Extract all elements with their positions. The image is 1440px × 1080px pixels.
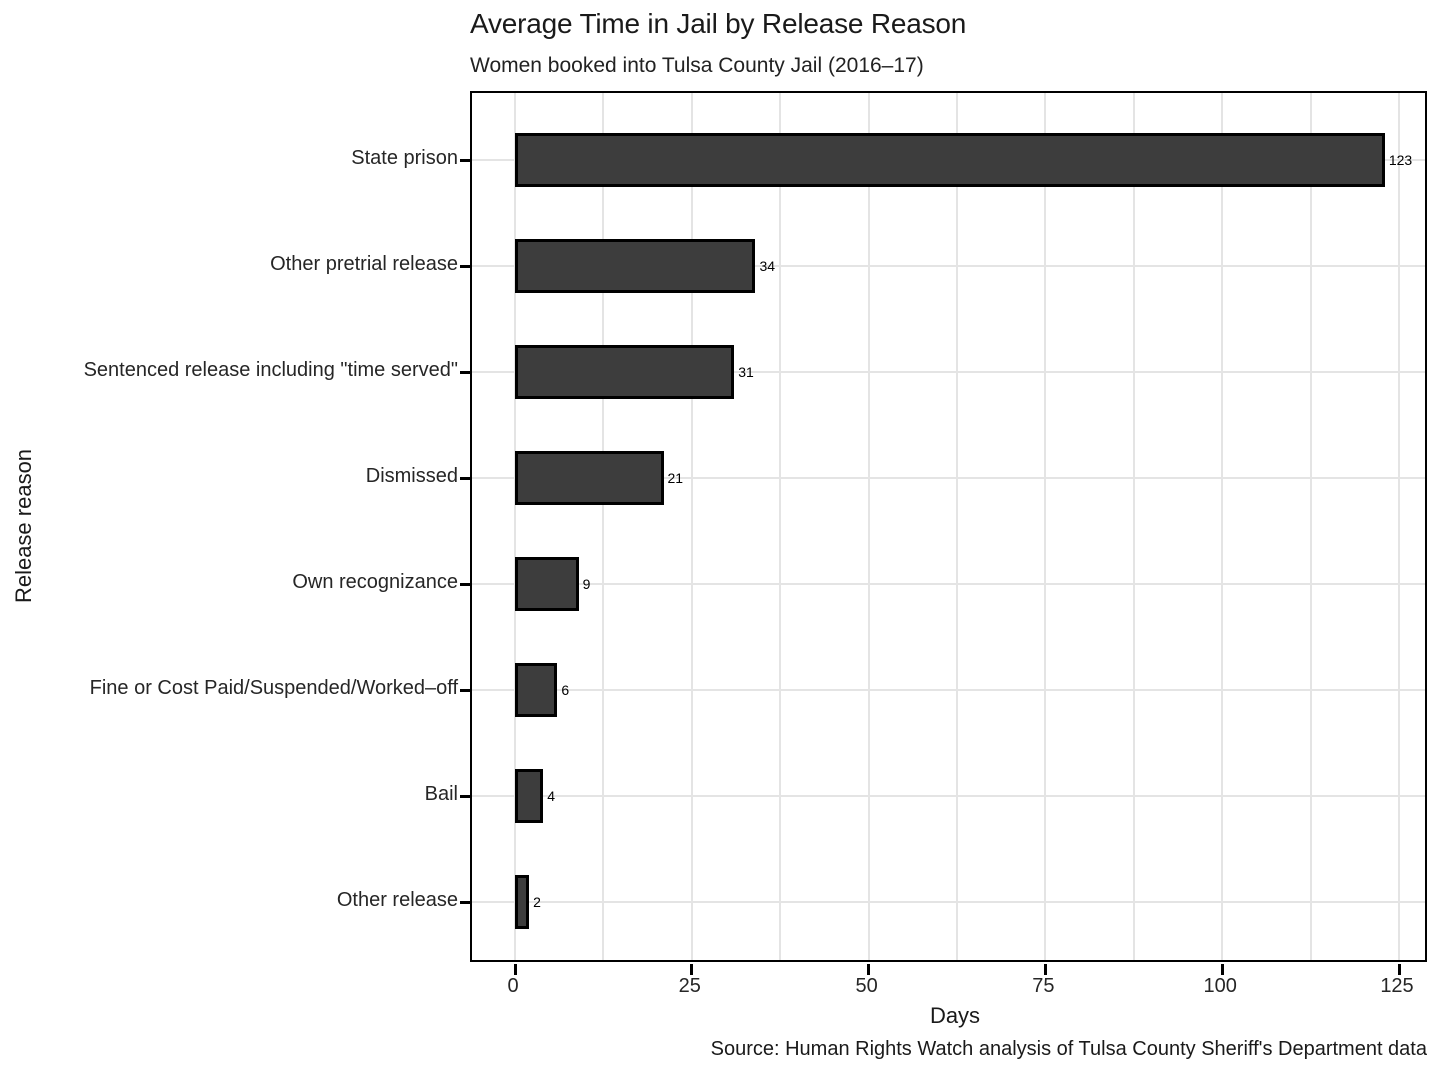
x-axis-tick: [690, 964, 694, 975]
bar-value-label: 2: [533, 894, 541, 910]
plot-panel: 123 34 31 21 9 6 4 2: [460, 91, 1427, 975]
x-axis-tick: [1043, 964, 1047, 975]
x-tick-label: 0: [507, 975, 519, 997]
bar-value-label: 123: [1388, 152, 1413, 168]
y-category-label: State prison: [351, 147, 458, 169]
y-axis-title: Release reason: [11, 448, 36, 604]
chart-title: Average Time in Jail by Release Reason: [470, 8, 967, 39]
vertical-gridline: [1132, 93, 1135, 960]
x-axis-tick: [1220, 964, 1224, 975]
bar: [515, 769, 544, 823]
vertical-gridline: [602, 93, 605, 960]
bar: [515, 133, 1385, 187]
bar-value-label: 4: [547, 788, 556, 804]
vertical-gridline: [867, 93, 870, 960]
x-tick-label: 50: [855, 975, 878, 997]
bar-value-label: 34: [759, 258, 776, 274]
y-axis-tick: [460, 370, 472, 374]
vertical-gridline: [1398, 93, 1400, 960]
bar: [515, 557, 579, 611]
horizontal-gridline: [472, 689, 1425, 691]
y-category-label: Sentenced release including "time served…: [83, 359, 458, 381]
x-axis-tick: [1397, 964, 1401, 975]
horizontal-gridline: [472, 583, 1425, 585]
x-axis-tick: [867, 964, 871, 975]
y-axis-tick: [460, 264, 472, 268]
horizontal-gridline: [472, 371, 1425, 373]
x-tick-label: 125: [1380, 975, 1414, 997]
y-category-label: Fine or Cost Paid/Suspended/Worked–off: [89, 677, 458, 699]
y-category-label: Own recognizance: [292, 571, 458, 593]
y-axis-tick: [460, 158, 472, 162]
bar: [515, 239, 756, 293]
y-category-label: Dismissed: [365, 465, 458, 487]
bar-value-label: 6: [561, 682, 570, 698]
bar-value-label: 31: [738, 364, 754, 380]
vertical-gridline: [514, 93, 516, 960]
vertical-gridline: [1044, 93, 1047, 960]
y-category-label: Bail: [424, 783, 458, 805]
bar: [515, 451, 664, 505]
horizontal-gridline: [472, 795, 1425, 797]
vertical-gridline: [1221, 93, 1224, 960]
vertical-gridline: [779, 93, 782, 960]
y-category-label: Other pretrial release: [270, 253, 458, 275]
vertical-gridline: [1309, 93, 1312, 960]
bar: [515, 345, 735, 399]
chart-subtitle: Women booked into Tulsa County Jail (201…: [470, 54, 924, 77]
y-axis-tick: [460, 476, 472, 480]
vertical-gridline: [690, 93, 693, 960]
x-tick-label: 100: [1203, 975, 1237, 997]
x-tick-label: 25: [678, 975, 701, 997]
y-axis-tick: [460, 688, 472, 692]
bar-value-label: 21: [667, 470, 684, 486]
horizontal-gridline: [472, 901, 1425, 903]
x-axis-tick: [513, 964, 517, 975]
horizontal-gridline: [472, 265, 1425, 267]
y-axis-tick: [460, 582, 472, 586]
bar: [515, 875, 530, 929]
y-axis-tick: [460, 794, 472, 798]
x-tick-label: 75: [1032, 975, 1055, 997]
y-axis-tick: [460, 900, 472, 904]
bar: [515, 663, 558, 717]
vertical-gridline: [956, 93, 958, 960]
horizontal-gridline: [472, 477, 1425, 479]
y-category-label: Other release: [336, 889, 458, 911]
bar-value-label: 9: [582, 576, 591, 592]
source-caption: Source: Human Rights Watch analysis of T…: [710, 1038, 1427, 1060]
x-axis-title: Days: [929, 1003, 981, 1028]
